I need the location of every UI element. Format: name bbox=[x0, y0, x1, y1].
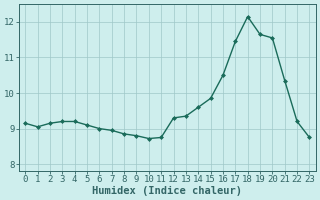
X-axis label: Humidex (Indice chaleur): Humidex (Indice chaleur) bbox=[92, 186, 242, 196]
